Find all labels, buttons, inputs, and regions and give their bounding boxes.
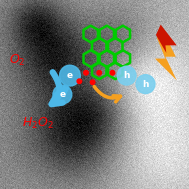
Text: h: h <box>123 71 130 80</box>
Polygon shape <box>155 34 177 80</box>
Text: h: h <box>142 80 149 89</box>
Text: $H_2O_2$: $H_2O_2$ <box>22 116 54 131</box>
Circle shape <box>136 75 155 94</box>
Text: $O_2$: $O_2$ <box>9 53 25 68</box>
Circle shape <box>117 66 136 85</box>
Circle shape <box>90 80 95 84</box>
Circle shape <box>53 85 72 104</box>
Polygon shape <box>156 25 177 53</box>
Circle shape <box>110 70 115 75</box>
Circle shape <box>60 65 80 86</box>
Text: e: e <box>59 90 65 99</box>
Circle shape <box>84 70 88 75</box>
Circle shape <box>77 79 82 84</box>
Text: e: e <box>67 71 73 80</box>
Circle shape <box>97 70 101 75</box>
